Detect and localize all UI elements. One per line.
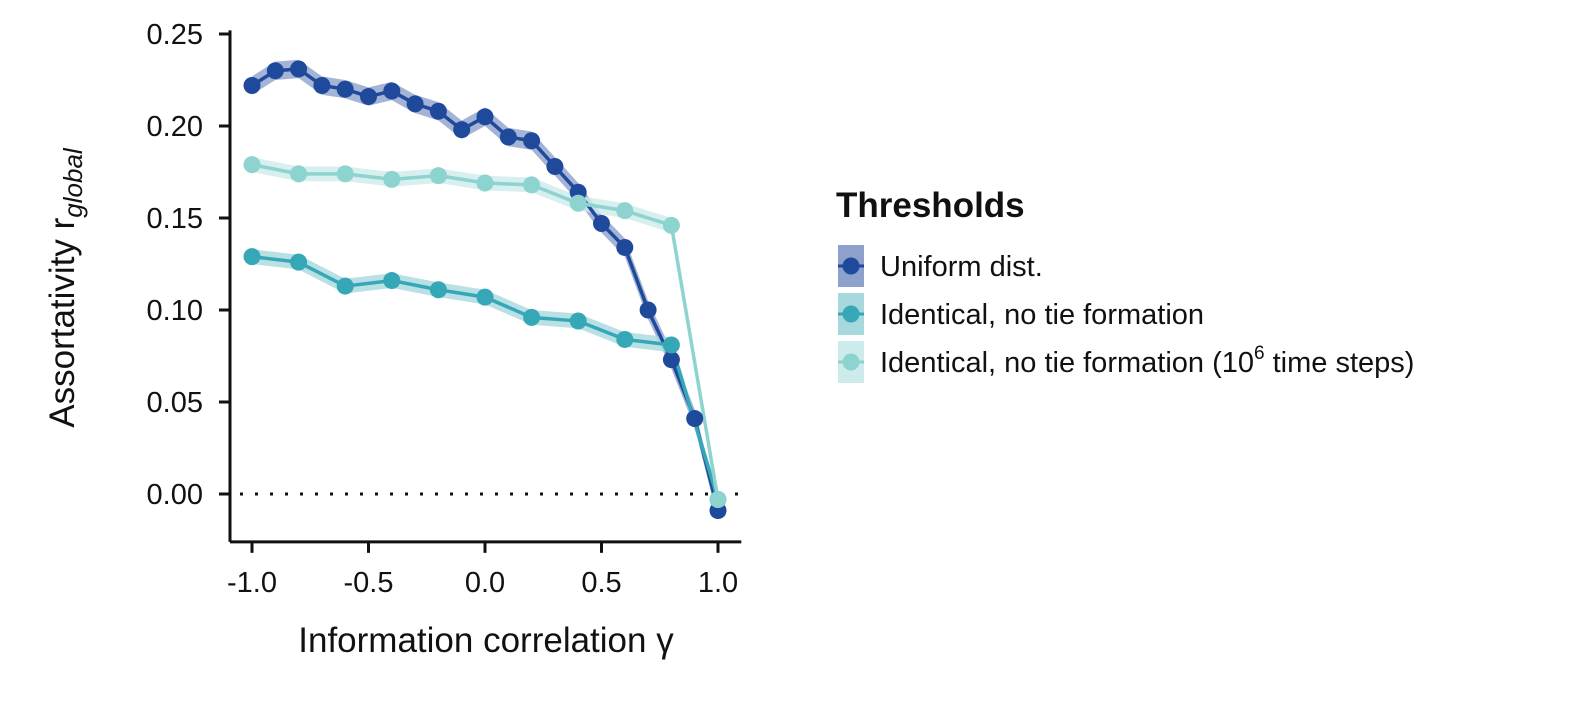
series-0-point: [336, 80, 354, 98]
y-tick-label: 0.20: [147, 111, 203, 143]
series-1-band: [252, 249, 718, 507]
series-0-point: [429, 102, 447, 120]
series-0-point: [499, 128, 517, 146]
y-axis-title-subscript: global: [58, 147, 88, 218]
y-axis-title: Assortativity rglobal: [43, 147, 88, 428]
series-2-point: [662, 216, 680, 234]
series-0-point: [616, 238, 634, 256]
series-1-point: [523, 308, 541, 326]
series-0-point: [593, 215, 610, 233]
y-tick-label: 0.10: [147, 295, 203, 327]
y-tick-label: 0.25: [147, 19, 203, 51]
legend-title: Thresholds: [836, 186, 1025, 225]
y-axis-ticks: 0.00 0.05 0.10 0.15 0.20 0.25: [147, 19, 230, 511]
x-tick-label: 0.0: [465, 567, 505, 599]
series-0-point: [406, 95, 424, 113]
series-0-point: [662, 351, 680, 369]
y-tick-label: 0.15: [147, 203, 203, 235]
series-1-point: [429, 281, 447, 299]
series-2-point: [616, 202, 634, 220]
legend-key-point: [842, 257, 860, 275]
legend: Thresholds Uniform dist. Identical, no t…: [836, 186, 1414, 383]
series-0-point: [383, 82, 401, 100]
series-2-point: [243, 156, 261, 174]
y-axis-title-main: Assortativity r: [43, 217, 82, 427]
y-tick-label: 0.05: [147, 387, 203, 419]
series-0-point: [546, 157, 564, 175]
series-0-point: [313, 77, 331, 95]
legend-key-point: [842, 353, 860, 371]
series-2-point: [290, 165, 308, 183]
series-points: [243, 60, 727, 520]
series-0-point: [243, 77, 261, 95]
legend-key-point: [842, 305, 860, 323]
series-1-point: [569, 312, 587, 330]
series-2-point: [709, 491, 727, 509]
series-2-point: [429, 167, 447, 185]
x-tick-label: -1.0: [227, 567, 277, 599]
legend-label-prefix: Identical, no tie formation (10: [880, 347, 1254, 379]
legend-label-uniform: Uniform dist.: [880, 251, 1043, 283]
legend-label-identical-1e6: Identical, no tie formation (106 time st…: [880, 343, 1414, 379]
series-2-point: [336, 165, 354, 183]
series-1-point: [243, 248, 261, 266]
series-0-point: [290, 60, 308, 78]
legend-label-superscript: 6: [1254, 343, 1265, 364]
series-1-point: [616, 330, 634, 348]
series-2-band: [252, 157, 718, 507]
y-tick-label: 0.00: [147, 479, 203, 511]
x-tick-label: -0.5: [344, 567, 394, 599]
legend-keys: [838, 245, 864, 383]
series-0-point: [453, 121, 471, 139]
x-axis-title: Information correlation γ: [298, 621, 674, 660]
x-tick-label: 0.5: [581, 567, 621, 599]
series-2-point: [383, 170, 401, 188]
series-1-point: [290, 253, 308, 271]
series-0-point: [639, 301, 657, 319]
legend-label-identical: Identical, no tie formation: [880, 299, 1204, 331]
series-0-point: [476, 108, 494, 126]
series-2-point: [523, 176, 541, 194]
series-0-point: [266, 62, 284, 80]
series-2-point: [476, 174, 494, 192]
series-1-point: [383, 272, 401, 290]
series-0-point: [523, 132, 541, 150]
series-0-point: [360, 88, 377, 106]
legend-label-suffix: time steps): [1265, 347, 1415, 379]
x-tick-label: 1.0: [698, 567, 738, 599]
series-0-point: [686, 410, 704, 428]
series-1-point: [336, 277, 354, 295]
series-2-point: [569, 194, 587, 212]
series-1-point: [662, 336, 680, 354]
series-1-point: [476, 288, 494, 306]
x-axis-ticks: -1.0 -0.5 0.0 0.5 1.0: [227, 541, 738, 599]
